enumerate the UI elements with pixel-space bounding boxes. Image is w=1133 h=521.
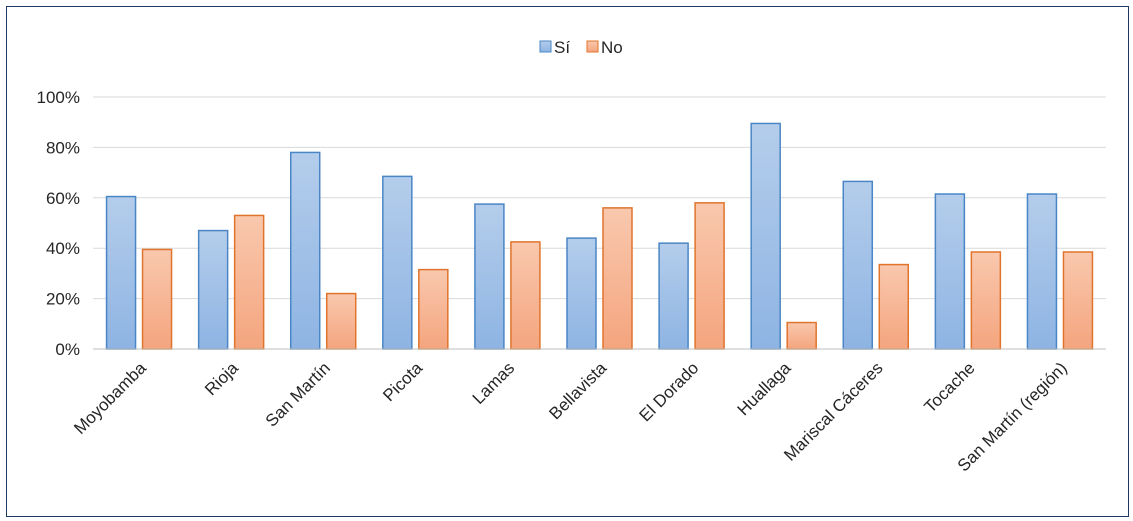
bar-si (658, 242, 689, 350)
y-tick-label: 40% (46, 239, 80, 258)
x-category-label: Bellavista (545, 358, 610, 423)
bar-no (233, 214, 265, 350)
y-tick-label: 20% (46, 290, 80, 309)
y-tick-label: 80% (46, 138, 80, 157)
bar-si (750, 122, 781, 350)
bar-si (842, 180, 874, 350)
bar-si (289, 151, 321, 350)
y-tick-label: 100% (37, 88, 80, 107)
bar-no (970, 251, 1002, 350)
bar-no (325, 292, 357, 350)
bar-no (602, 207, 633, 350)
bar-si (934, 193, 966, 350)
bars (105, 122, 1094, 350)
legend-swatch-si (539, 40, 552, 53)
x-category-label: Picota (379, 358, 426, 405)
bar-no (1062, 251, 1094, 350)
legend: Sí No (539, 38, 623, 57)
bar-no (878, 263, 910, 350)
bar-si (1026, 193, 1058, 350)
x-category-label: El Dorado (636, 358, 703, 425)
x-category-label: Rioja (201, 358, 242, 399)
bar-si (474, 203, 505, 350)
x-category-label: San Martín (262, 358, 334, 430)
bar-no (141, 248, 173, 350)
bar-no (786, 321, 817, 350)
x-category-label: Lamas (469, 358, 519, 408)
x-category-label: Tocache (920, 358, 978, 416)
legend-label-no: No (601, 38, 623, 57)
x-category-label: Huallaga (734, 358, 795, 419)
bar-no (694, 202, 725, 350)
bar-si (105, 195, 137, 350)
bar-no (418, 268, 449, 350)
x-category-label: Mariscal Cáceres (780, 358, 886, 464)
bar-si (197, 229, 229, 350)
y-tick-label: 0% (55, 340, 80, 359)
legend-label-si: Sí (554, 38, 570, 57)
y-tick-label: 60% (46, 189, 80, 208)
bar-no (510, 241, 541, 350)
bar-si (566, 237, 597, 350)
bar-si (382, 175, 413, 350)
legend-swatch-no (586, 40, 599, 53)
x-category-label: Moyobamba (70, 358, 150, 438)
